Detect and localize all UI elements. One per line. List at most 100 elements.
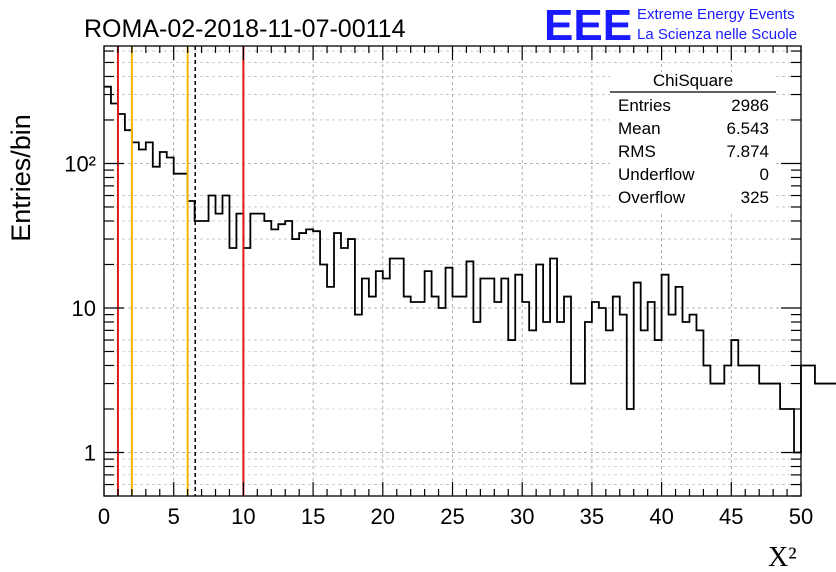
y-tick-label: 10: [72, 296, 96, 321]
histogram-bin: [689, 315, 696, 496]
histogram-bin: [494, 302, 501, 496]
x-tick-label: 40: [649, 504, 673, 529]
histogram-bin: [132, 142, 139, 496]
histogram-bin: [362, 278, 369, 496]
histogram-bin: [174, 174, 181, 496]
histogram-bin: [724, 365, 731, 496]
histogram-bin: [341, 248, 348, 496]
histogram-bin: [773, 384, 780, 496]
histogram-bin: [453, 297, 460, 496]
stats-value: 6.543: [726, 119, 769, 138]
stats-label: Underflow: [618, 165, 695, 184]
histogram-bin: [202, 221, 209, 496]
histogram-bin: [250, 214, 257, 496]
y-tick-label: 1: [84, 440, 96, 465]
histogram-bin: [508, 340, 515, 496]
stats-value: 7.874: [726, 142, 769, 161]
stats-label: Overflow: [618, 188, 686, 207]
histogram-bin: [334, 233, 341, 496]
histogram-bin: [355, 315, 362, 496]
histogram-bin: [222, 196, 229, 496]
histogram-bin: [257, 214, 264, 496]
histogram-bin: [160, 152, 167, 496]
histogram-bin: [459, 297, 466, 496]
histogram-bin: [188, 201, 195, 496]
histogram-bin: [327, 287, 334, 496]
histogram-bin: [592, 302, 599, 496]
stats-value: 325: [741, 188, 769, 207]
histogram-bin: [418, 302, 425, 496]
x-tick-label: 25: [440, 504, 464, 529]
histogram-bin: [620, 315, 627, 496]
histogram-bin: [229, 248, 236, 496]
histogram-bin: [557, 322, 564, 496]
histogram-bin: [292, 239, 299, 496]
histogram-bin: [320, 264, 327, 496]
x-tick-labels: 0 5 10 15 20 25 30 35 40 45 50: [98, 504, 813, 529]
histogram-bin: [752, 365, 759, 496]
histogram-bin: [606, 330, 613, 496]
histogram-bin: [209, 196, 216, 496]
histogram-bin: [473, 322, 480, 496]
histogram-bin: [404, 297, 411, 496]
histogram-bin: [446, 268, 453, 496]
histogram-bin: [655, 340, 662, 496]
histogram-bin: [613, 297, 620, 496]
x-tick-label: 30: [510, 504, 534, 529]
stats-value: 0: [760, 165, 769, 184]
histogram-bin: [676, 287, 683, 496]
histogram-bin: [181, 174, 188, 496]
histogram-bin: [104, 87, 111, 496]
x-tick-label: 50: [789, 504, 813, 529]
x-axis-label: X²: [768, 542, 797, 572]
histogram-bin: [710, 384, 717, 496]
histogram-bin: [599, 308, 606, 496]
x-tick-label: 5: [168, 504, 180, 529]
y-axis-label: Entries/bin: [6, 114, 36, 242]
x-tick-label: 10: [231, 504, 255, 529]
histogram-bin: [627, 409, 634, 496]
histogram-bin: [731, 340, 738, 496]
logo-line-1: Extreme Energy Events: [637, 6, 795, 23]
histogram-bin: [634, 283, 641, 496]
histogram-bin: [278, 224, 285, 496]
y-tick-labels: 1 10 10²: [64, 151, 96, 465]
histogram-bin: [167, 157, 174, 496]
histogram-bin: [696, 330, 703, 496]
histogram-bin: [306, 229, 313, 496]
stats-label: RMS: [618, 142, 656, 161]
histogram-bin: [564, 297, 571, 496]
histogram-bin: [369, 297, 376, 496]
histogram-bin: [466, 261, 473, 496]
histogram-bin: [487, 278, 494, 496]
x-tick-label: 35: [580, 504, 604, 529]
histogram-bin: [683, 322, 690, 496]
histogram-bin: [543, 322, 550, 496]
histogram-bin: [829, 384, 836, 496]
histogram-bin: [536, 264, 543, 496]
histogram-bin: [236, 214, 243, 496]
histogram-bin: [348, 239, 355, 496]
stats-box: ChiSquare Entries 2986 Mean 6.543 RMS 7.874 Un…: [610, 71, 776, 212]
histogram-bin: [480, 278, 487, 496]
stats-value: 2986: [731, 96, 769, 115]
histogram-bin: [397, 259, 404, 496]
histogram-bin: [717, 384, 724, 496]
histogram-bin: [439, 308, 446, 496]
histogram-bin: [264, 221, 271, 496]
histogram-bin: [801, 365, 808, 496]
histogram-bin: [285, 221, 292, 496]
histogram-bin: [125, 130, 132, 496]
histogram-bin: [578, 384, 585, 496]
x-tick-label: 0: [98, 504, 110, 529]
axis-ticks: [103, 46, 802, 497]
x-tick-label: 20: [371, 504, 395, 529]
histogram-bin: [822, 384, 829, 496]
histogram-bin: [759, 384, 766, 496]
histogram-bin: [501, 278, 508, 496]
stats-label: Mean: [618, 119, 661, 138]
histogram-bin: [662, 275, 669, 496]
x-tick-label: 15: [301, 504, 325, 529]
logo-mark: EEE: [544, 1, 632, 50]
histogram-bin: [571, 384, 578, 496]
